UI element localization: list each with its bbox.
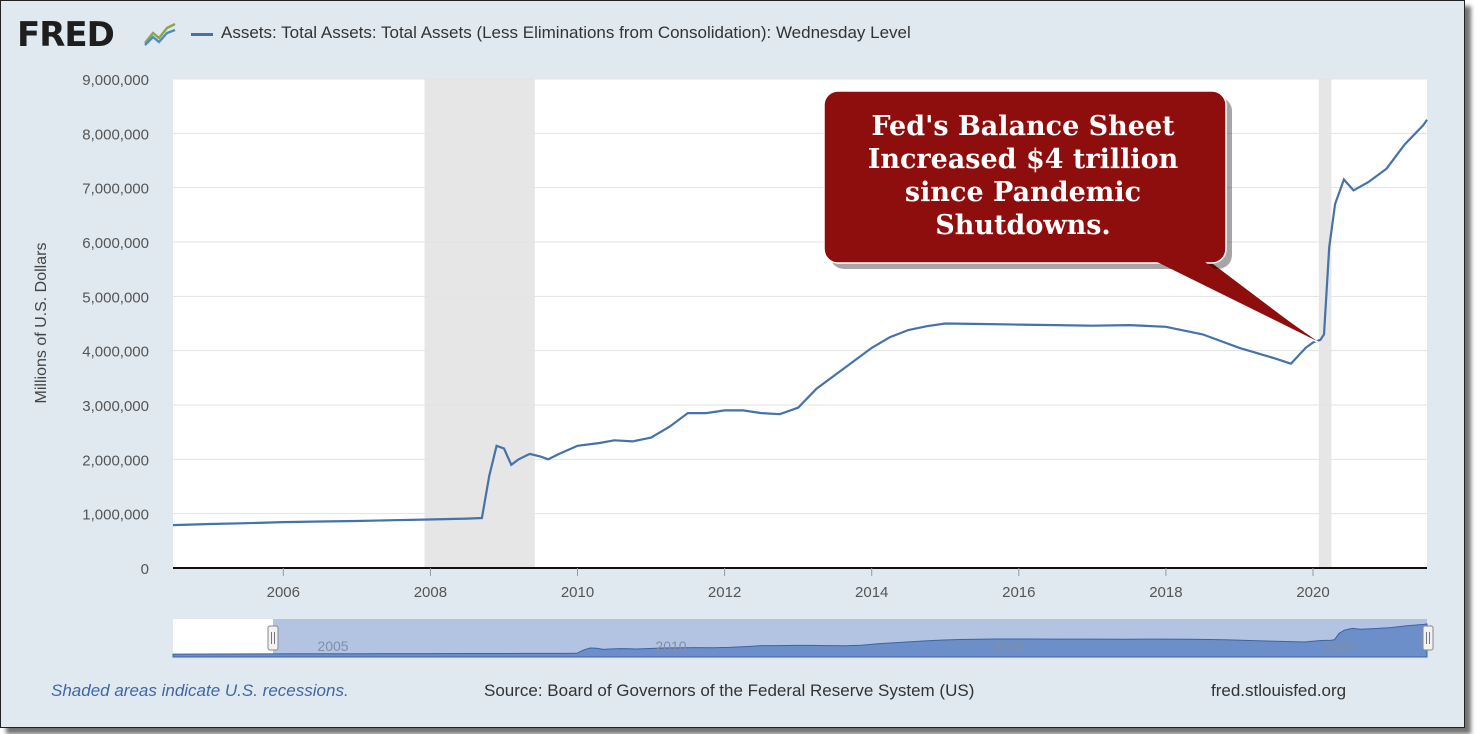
callout: Fed's Balance Sheet Increased $4 trillio… <box>823 90 1320 344</box>
y-tick-label: 7,000,000 <box>82 181 149 198</box>
navigator-area <box>172 623 1428 658</box>
navigator-label-2015: 2015 <box>993 638 1024 654</box>
navigator-label-2005: 2005 <box>317 638 348 654</box>
y-tick-label: 6,000,000 <box>82 235 149 252</box>
y-tick-label: 1,000,000 <box>82 507 149 524</box>
y-tick-label: 9,000,000 <box>82 72 149 89</box>
x-tick-label: 2010 <box>561 584 594 601</box>
navigator[interactable]: 2005 2010 2015 2020 <box>172 619 1434 658</box>
x-tick-label: 2014 <box>855 584 888 601</box>
navigator-label-2020: 2020 <box>1324 638 1355 654</box>
callout-box <box>823 90 1227 264</box>
chart-title[interactable]: Assets: Total Assets: Total Assets (Less… <box>221 23 911 42</box>
y-axis-label: Millions of U.S. Dollars <box>33 243 50 404</box>
callout-line-4: Shutdowns. <box>935 210 1111 241</box>
y-tick-label: 0 <box>141 561 149 578</box>
x-tick-label: 2020 <box>1296 584 1329 601</box>
x-tick-label: 2016 <box>1002 584 1035 601</box>
x-tick-label: 2008 <box>414 584 447 601</box>
y-tick-label: 4,000,000 <box>82 344 149 361</box>
navigator-handle-right[interactable] <box>1422 625 1434 651</box>
y-tick-label: 2,000,000 <box>82 452 149 469</box>
y-axis: 0 1,000,000 2,000,000 3,000,000 4,000,000 5,0… <box>82 72 149 578</box>
y-tick-label: 5,000,000 <box>82 289 149 306</box>
recession-note: Shaded areas indicate U.S. recessions. <box>51 681 349 700</box>
callout-line-3: since Pandemic <box>905 177 1141 208</box>
x-tick-label: 2018 <box>1149 584 1182 601</box>
navigator-label-2010: 2010 <box>655 638 686 654</box>
callout-line-2: Increased $4 trillion <box>868 144 1179 175</box>
recession-band-0 <box>424 79 535 568</box>
x-tick-label: 2012 <box>708 584 741 601</box>
y-tick-label: 3,000,000 <box>82 398 149 415</box>
callout-line-1: Fed's Balance Sheet <box>871 111 1175 142</box>
chart-svg: 0 1,000,000 2,000,000 3,000,000 4,000,000 5,0… <box>33 72 1434 658</box>
callout-pointer-joint <box>1151 255 1317 341</box>
source-note: Source: Board of Governors of the Federa… <box>484 681 975 700</box>
x-axis: 2006 2008 2010 2012 2014 2016 2018 2020 <box>267 568 1330 601</box>
chart-header: FRED Assets: Total Assets: Total Assets … <box>1 1 1464 67</box>
site-link[interactable]: fred.stlouisfed.org <box>1211 681 1347 700</box>
navigator-handle-left[interactable] <box>267 625 279 651</box>
y-tick-label: 8,000,000 <box>82 126 149 143</box>
legend-swatch <box>191 33 213 36</box>
x-tick-label: 2006 <box>267 584 300 601</box>
fred-logo[interactable]: FRED <box>17 15 115 55</box>
fred-trend-icon <box>144 22 176 46</box>
plot-background <box>173 79 1427 568</box>
